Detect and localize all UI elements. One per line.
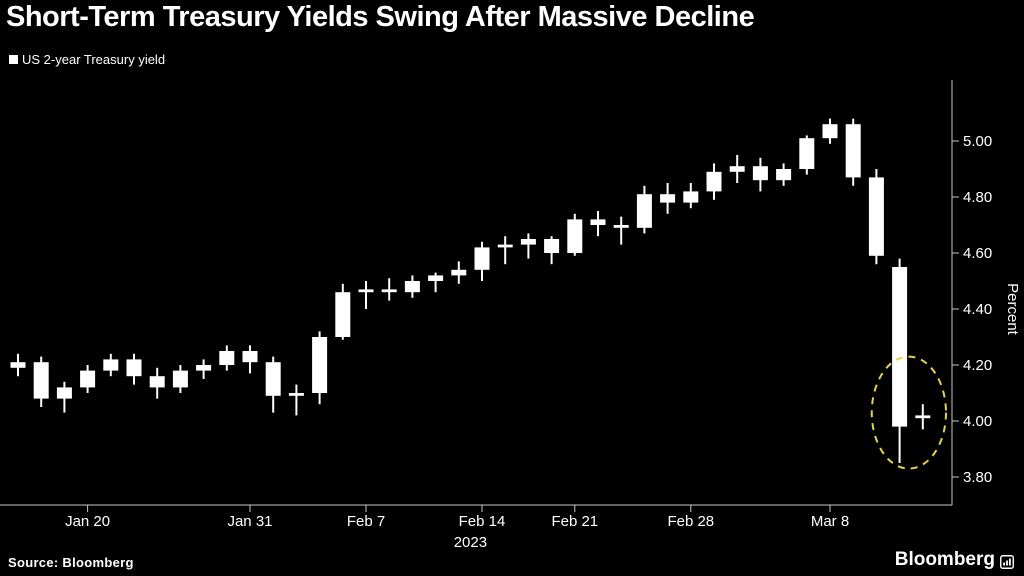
candle-body — [776, 169, 792, 181]
legend-label: US 2-year Treasury yield — [22, 52, 166, 67]
x-tick-label: Feb 7 — [347, 513, 385, 530]
candle-body — [892, 267, 908, 427]
candle-body — [219, 351, 235, 365]
candle-body — [404, 281, 420, 293]
candle-body — [729, 166, 745, 172]
candle-body — [474, 247, 490, 270]
candle-body — [428, 275, 444, 281]
candle-body — [172, 370, 188, 388]
candle-body — [544, 239, 560, 253]
candle-body — [845, 124, 861, 178]
candle-body — [497, 244, 513, 248]
highlight-ellipse — [870, 355, 948, 470]
bloomberg-logo: Bloomberg — [895, 549, 1014, 571]
candle-body — [242, 351, 258, 363]
candle-body — [288, 393, 304, 396]
candle-body — [636, 194, 652, 228]
chart-title: Short-Term Treasury Yields Swing After M… — [6, 1, 755, 33]
candle-body — [33, 362, 49, 399]
candle-body — [799, 138, 815, 169]
candle-body — [312, 337, 328, 393]
source-text: Source: Bloomberg — [8, 555, 134, 570]
y-tick-label: 4.40 — [963, 301, 992, 318]
x-tick-label: Feb 14 — [459, 513, 506, 530]
candle-body — [126, 359, 142, 377]
candle-body — [567, 219, 583, 253]
candle-body — [56, 387, 72, 399]
y-tick-label: 4.20 — [963, 357, 992, 374]
y-tick-label: 4.60 — [963, 245, 992, 262]
candle-body — [613, 225, 629, 228]
y-tick-label: 3.80 — [963, 469, 992, 486]
y-tick-label: 5.00 — [963, 133, 992, 150]
year-label: 2023 — [454, 534, 487, 551]
y-axis-title: Percent — [1004, 283, 1021, 336]
candle-body — [752, 166, 768, 181]
candle-body — [80, 370, 96, 388]
candle-body — [868, 177, 884, 256]
legend-marker-square — [9, 55, 18, 64]
candle-body — [915, 415, 931, 419]
candle-body — [149, 376, 165, 388]
bloomberg-terminal-icon — [1000, 553, 1014, 569]
y-tick-label: 4.80 — [963, 189, 992, 206]
candle-body — [103, 359, 119, 371]
candle-body — [265, 362, 281, 396]
candlestick-chart: 3.80 4.00 4.20 4.40 4.60 4.80 5.00 Percent Jan 2… — [0, 80, 1021, 551]
candle-body — [660, 194, 676, 203]
x-tick-label: Feb 21 — [551, 513, 598, 530]
x-tick-label: Jan 20 — [65, 513, 110, 530]
legend: US 2-year Treasury yield — [9, 52, 165, 67]
y-tick-label: 4.00 — [963, 413, 992, 430]
candle-body — [683, 191, 699, 203]
candle-body — [590, 219, 606, 225]
candle-body — [196, 365, 212, 371]
candle-body — [335, 292, 351, 337]
candle-body — [10, 362, 26, 368]
x-tick-label: Mar 8 — [811, 513, 849, 530]
x-tick-label: Jan 31 — [227, 513, 272, 530]
candle-body — [381, 289, 397, 293]
candle-body — [706, 171, 722, 192]
candle-body — [451, 269, 467, 276]
x-tick-label: Feb 28 — [667, 513, 714, 530]
candle-body — [822, 124, 838, 139]
bloomberg-logo-text: Bloomberg — [894, 549, 995, 570]
candle-body — [520, 239, 536, 245]
candle-body — [358, 289, 374, 293]
